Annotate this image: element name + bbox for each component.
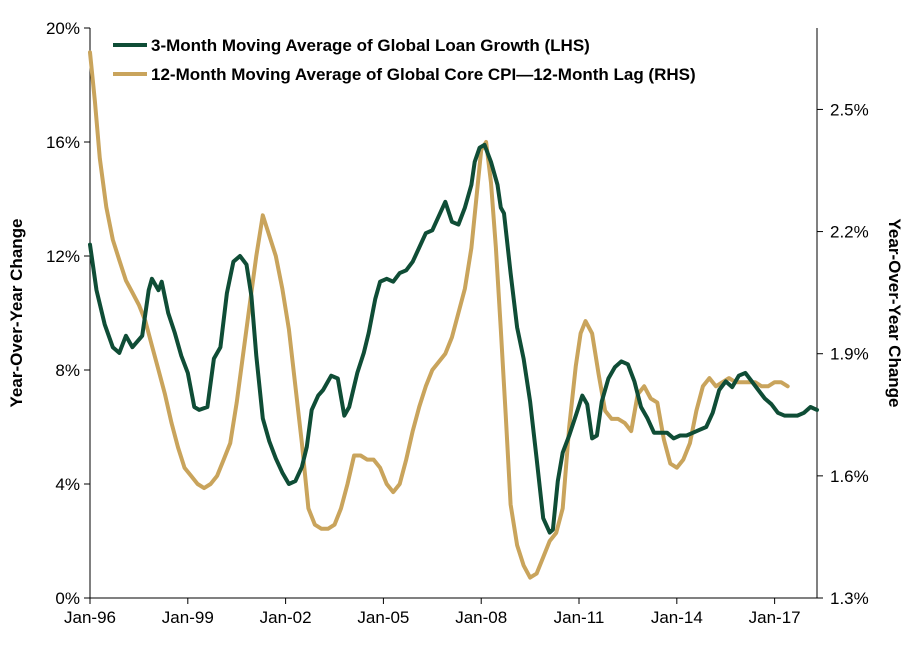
x-tick-label: Jan-99 (162, 608, 214, 627)
right-tick-label: 2.2% (830, 223, 869, 242)
right-tick-label: 1.6% (830, 467, 869, 486)
legend-label-loan-growth: 3-Month Moving Average of Global Loan Gr… (151, 36, 590, 55)
x-tick-label: Jan-02 (260, 608, 312, 627)
legend: 3-Month Moving Average of Global Loan Gr… (113, 36, 696, 84)
x-axis-ticks: Jan-96 Jan-99 Jan-02 Jan-05 Jan-08 Jan-11 Jan-… (64, 598, 801, 627)
x-tick-label: Jan-17 (749, 608, 801, 627)
right-tick-label: 1.3% (830, 589, 869, 608)
x-tick-label: Jan-08 (455, 608, 507, 627)
series-lines (88, 50, 819, 580)
right-axis-ticks: 1.3% 1.6% 1.9% 2.2% 2.5% (817, 100, 869, 608)
right-axis-title: Year-Over-Year Change (885, 219, 904, 408)
left-tick-label: 8% (55, 361, 80, 380)
left-tick-label: 16% (46, 133, 80, 152)
left-tick-label: 20% (46, 19, 80, 38)
x-tick-label: Jan-05 (357, 608, 409, 627)
left-axis-ticks: 0% 4% 8% 12% 16% 20% (46, 19, 90, 608)
plot-frame (89, 28, 818, 599)
legend-label-core-cpi: 12-Month Moving Average of Global Core C… (151, 65, 696, 84)
x-tick-label: Jan-14 (651, 608, 703, 627)
left-tick-label: 4% (55, 475, 80, 494)
left-tick-label: 12% (46, 247, 80, 266)
right-tick-label: 2.5% (830, 100, 869, 119)
right-tick-label: 1.9% (830, 345, 869, 364)
left-tick-label: 0% (55, 589, 80, 608)
x-tick-label: Jan-96 (64, 608, 116, 627)
x-tick-label: Jan-11 (554, 608, 605, 627)
series-line-core-cpi (88, 50, 790, 580)
series-line-loan-growth (88, 142, 819, 535)
left-axis-title: Year-Over-Year Change (7, 219, 26, 408)
